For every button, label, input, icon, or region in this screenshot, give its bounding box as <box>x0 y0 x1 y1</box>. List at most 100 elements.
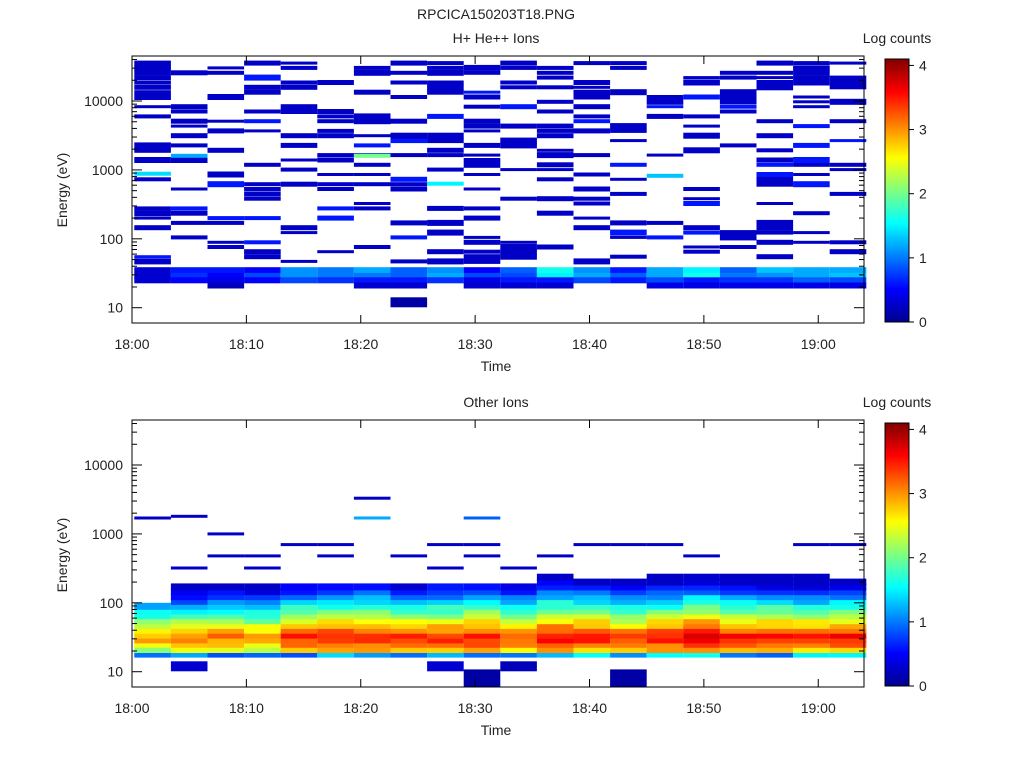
heatmap-cell <box>536 646 574 653</box>
x-tick-label: 19:00 <box>801 336 836 352</box>
heatmap-cell <box>829 636 867 644</box>
heatmap-cell <box>280 602 318 610</box>
heatmap-cell <box>170 143 208 148</box>
panel-h-he-ions: H+ He++ Ions Log counts 18:00 18:10 18:20 1… <box>54 30 931 374</box>
panel-1-x-ticks: 18:00 18:10 18:20 18:30 18:40 18:50 19:00 <box>114 56 836 352</box>
heatmap-cell <box>390 182 428 187</box>
y-tick-label: 10000 <box>84 457 123 473</box>
heatmap-cell <box>353 113 391 120</box>
heatmap-cell <box>683 187 720 191</box>
heatmap-cell <box>536 65 574 70</box>
heatmap-cell <box>829 626 867 634</box>
heatmap-cell <box>134 216 171 220</box>
heatmap-cell <box>610 139 647 143</box>
x-tick-label: 18:10 <box>229 700 264 716</box>
heatmap-cell <box>683 640 720 648</box>
heatmap-cell <box>244 636 281 644</box>
heatmap-cell <box>500 607 537 615</box>
heatmap-cell <box>683 593 720 601</box>
heatmap-cell <box>134 94 171 100</box>
heatmap-cell <box>427 181 464 186</box>
heatmap-cell <box>280 636 318 644</box>
heatmap-cell <box>207 171 245 178</box>
heatmap-cell <box>610 617 647 625</box>
heatmap-cell <box>500 588 537 596</box>
heatmap-cell <box>829 617 867 625</box>
heatmap-cell <box>756 650 794 658</box>
heatmap-cell <box>427 650 464 658</box>
heatmap-cell <box>683 272 720 279</box>
heatmap-cell <box>207 277 245 284</box>
heatmap-cell <box>427 80 464 85</box>
heatmap-cell <box>829 267 867 274</box>
heatmap-cell <box>756 239 794 245</box>
heatmap-cell <box>683 621 720 629</box>
heatmap-cell <box>317 621 354 629</box>
panel-2-frame <box>131 419 865 688</box>
heatmap-cell <box>573 602 611 610</box>
heatmap-cell <box>683 230 720 235</box>
heatmap-cell <box>719 75 757 80</box>
heatmap-cell <box>134 607 171 615</box>
heatmap-cell <box>170 153 208 158</box>
heatmap-cell <box>683 631 720 639</box>
heatmap-cell <box>390 60 428 66</box>
heatmap-cell <box>610 631 647 639</box>
heatmap-cell <box>683 578 720 586</box>
heatmap-cell <box>390 132 428 139</box>
heatmap-cell <box>756 626 794 634</box>
heatmap-cell <box>829 249 867 255</box>
heatmap-cell <box>756 272 794 279</box>
heatmap-cell <box>170 210 208 216</box>
heatmap-cell <box>390 282 428 289</box>
heatmap-cell <box>683 79 720 86</box>
heatmap-cell <box>573 104 611 110</box>
heatmap-cell <box>353 182 391 187</box>
heatmap-cell <box>170 646 208 653</box>
heatmap-cell <box>536 617 574 625</box>
heatmap-cell <box>646 267 684 274</box>
heatmap-cell <box>390 588 428 596</box>
heatmap-cell <box>756 621 794 629</box>
heatmap-cell <box>317 267 354 274</box>
heatmap-cell <box>134 277 171 284</box>
heatmap-cell <box>463 142 501 148</box>
heatmap-cell <box>610 640 647 648</box>
heatmap-cell <box>207 607 245 615</box>
heatmap-cell <box>390 118 428 124</box>
heatmap-cell <box>719 99 757 105</box>
x-tick-label: 18:30 <box>458 700 493 716</box>
heatmap-cell <box>610 128 647 133</box>
figure-title: RPCICA150203T18.PNG <box>417 6 575 22</box>
heatmap-cell <box>683 573 720 581</box>
heatmap-cell <box>317 612 354 620</box>
heatmap-cell <box>829 640 867 648</box>
heatmap-cell <box>646 588 684 596</box>
heatmap-cell <box>683 267 720 274</box>
heatmap-cell <box>793 211 830 216</box>
heatmap-cell <box>463 239 501 245</box>
heatmap-cell <box>134 602 171 610</box>
heatmap-cell <box>536 593 574 601</box>
heatmap-cell <box>170 133 208 139</box>
heatmap-cell <box>170 607 208 615</box>
heatmap-cell <box>610 229 647 236</box>
heatmap-cell <box>646 650 684 658</box>
heatmap-cell <box>793 69 830 76</box>
heatmap-cell <box>390 153 428 158</box>
heatmap-cell <box>793 602 830 610</box>
heatmap-cell <box>317 597 354 605</box>
heatmap-cell <box>207 245 245 249</box>
heatmap-cell <box>573 588 611 596</box>
heatmap-cell <box>427 205 464 211</box>
heatmap-cell <box>793 543 830 547</box>
heatmap-cell <box>683 612 720 620</box>
heatmap-cell <box>536 578 574 586</box>
heatmap-cell <box>756 578 794 586</box>
heatmap-cell <box>134 612 171 620</box>
heatmap-cell <box>244 272 281 279</box>
heatmap-cell <box>829 98 867 105</box>
heatmap-cell <box>793 100 830 104</box>
heatmap-cell <box>500 282 537 289</box>
heatmap-cell <box>353 650 391 658</box>
